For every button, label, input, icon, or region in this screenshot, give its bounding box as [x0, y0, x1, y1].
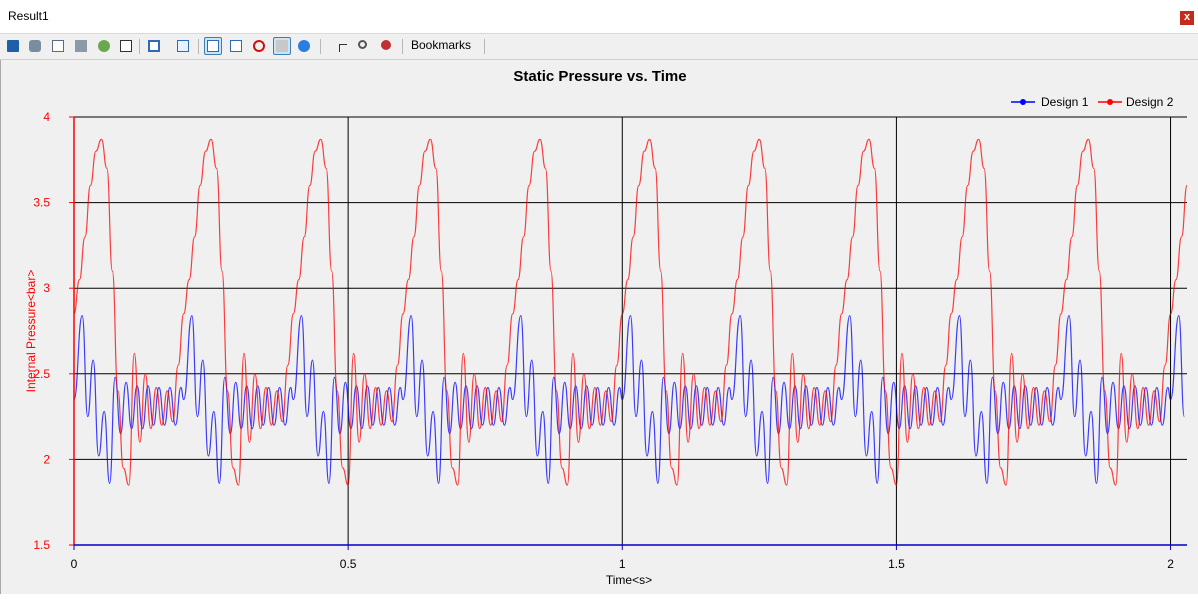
pressure-chart[interactable]: Static Pressure vs. Time Design 1 Design…	[1, 60, 1198, 594]
chart-check-icon[interactable]	[227, 37, 245, 55]
y-tick-label: 2.5	[33, 367, 50, 381]
legend-design2-marker	[1107, 99, 1113, 105]
x-tick-label: 0	[71, 557, 78, 571]
clear-icon[interactable]	[378, 37, 396, 55]
y-tick-label: 1.5	[33, 538, 50, 552]
chart-series	[73, 138, 1188, 486]
chart-image-icon[interactable]	[117, 37, 135, 55]
toolbar-separator	[139, 39, 140, 54]
x-tick-label: 2	[1167, 557, 1174, 571]
window-icon[interactable]	[145, 37, 163, 55]
edit-icon[interactable]	[174, 37, 192, 55]
stop-icon[interactable]	[250, 37, 268, 55]
blank-chart-icon[interactable]	[273, 37, 291, 55]
legend-design1-label: Design 1	[1041, 95, 1089, 109]
print-icon[interactable]	[72, 37, 90, 55]
x-tick-label: 0.5	[340, 557, 357, 571]
y-tick-label: 2	[43, 452, 50, 466]
chart-legend[interactable]: Design 1 Design 2	[1011, 95, 1174, 109]
close-button[interactable]: x	[1180, 11, 1194, 25]
window-title: Result1	[8, 9, 49, 23]
window-titlebar: Result1 x	[0, 0, 1198, 34]
save-icon[interactable]	[4, 37, 22, 55]
toolbar-separator	[198, 39, 199, 54]
x-tick-label: 1.5	[888, 557, 905, 571]
chart-grid	[74, 116, 1187, 545]
line-chart-icon[interactable]	[204, 37, 222, 55]
toolbar-separator	[402, 39, 403, 54]
print-setup-icon[interactable]	[26, 37, 44, 55]
legend-design2-label: Design 2	[1126, 95, 1174, 109]
y-tick-label: 4	[43, 110, 50, 124]
chart-axes: 1.5 2 2.5 3 3.5 4 0 0.5 1 1.5 2	[33, 110, 1187, 571]
crosshair-icon[interactable]	[332, 37, 350, 55]
series-line-design2	[73, 138, 1188, 486]
chart-title: Static Pressure vs. Time	[513, 68, 686, 85]
print-preview-icon[interactable]	[49, 37, 67, 55]
y-tick-label: 3.5	[33, 196, 50, 210]
bookmarks-button[interactable]: Bookmarks	[411, 38, 472, 52]
zoom-icon[interactable]	[355, 37, 373, 55]
x-axis-label: Time<s>	[606, 573, 652, 587]
help-icon[interactable]	[295, 37, 313, 55]
toolbar-separator	[320, 39, 321, 54]
chart-panel: Static Pressure vs. Time Design 1 Design…	[0, 60, 1198, 594]
export-icon[interactable]	[95, 37, 113, 55]
y-axis-label: Internal Pressure<bar>	[24, 270, 38, 393]
y-tick-label: 3	[43, 281, 50, 295]
toolbar: Bookmarks	[0, 34, 1198, 60]
x-tick-label: 1	[619, 557, 626, 571]
legend-design1-marker	[1020, 99, 1026, 105]
toolbar-separator	[484, 39, 485, 54]
